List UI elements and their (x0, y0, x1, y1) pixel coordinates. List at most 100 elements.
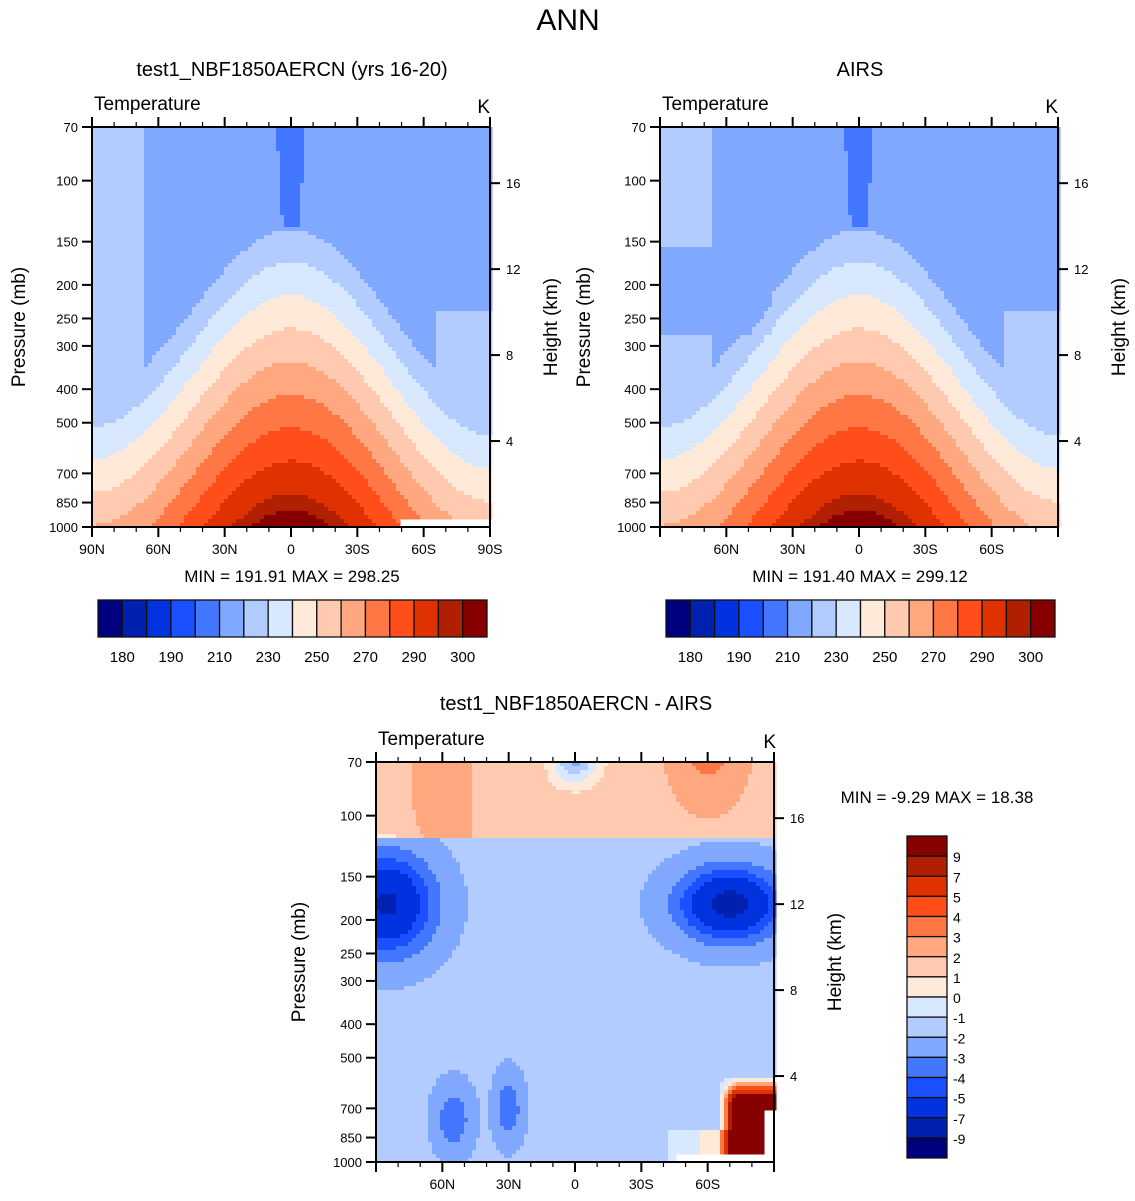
contour-cell (420, 159, 425, 164)
contour-cell (272, 195, 277, 200)
contour-cell (456, 171, 461, 176)
contour-cell (216, 295, 221, 300)
contour-cell (436, 259, 441, 264)
contour-cell (388, 231, 393, 236)
contour-cell (288, 315, 293, 320)
contour-cell (196, 295, 201, 300)
contour-cell (156, 255, 161, 260)
contour-cell (140, 231, 145, 236)
contour-cell (340, 147, 345, 152)
contour-cell (204, 171, 209, 176)
contour-cell (112, 291, 117, 296)
contour-cell (332, 167, 337, 172)
contour-cell (324, 251, 329, 256)
contour-cell (132, 131, 137, 136)
contour-cell (264, 147, 269, 152)
contour-cell (320, 303, 325, 308)
contour-cell (256, 179, 261, 184)
contour-cell (196, 319, 201, 324)
contour-cell (252, 263, 257, 268)
contour-cell (456, 247, 461, 252)
contour-cell (144, 215, 149, 220)
contour-cell (156, 159, 161, 164)
contour-cell (404, 299, 409, 304)
contour-cell (300, 203, 305, 208)
contour-cell (168, 167, 173, 172)
contour-cell (184, 239, 189, 244)
contour-cell (424, 251, 429, 256)
contour-cell (108, 223, 113, 228)
contour-cell (152, 135, 157, 140)
contour-cell (228, 219, 233, 224)
contour-cell (248, 275, 253, 280)
contour-cell (180, 255, 185, 260)
contour-cell (124, 143, 129, 148)
contour-cell (344, 267, 349, 272)
contour-cell (192, 251, 197, 256)
contour-cell (128, 263, 133, 268)
contour-cell (308, 175, 313, 180)
contour-cell (260, 219, 265, 224)
contour-cell (128, 291, 133, 296)
contour-cell (480, 271, 485, 276)
contour-cell (256, 279, 261, 284)
contour-cell (116, 155, 121, 160)
contour-cell (384, 143, 389, 148)
contour-cell (312, 291, 317, 296)
contour-cell (188, 151, 193, 156)
contour-cell (160, 187, 165, 192)
contour-cell (268, 127, 273, 132)
contour-cell (260, 211, 265, 216)
contour-cell (436, 195, 441, 200)
contour-cell (224, 131, 229, 136)
contour-cell (392, 179, 397, 184)
contour-cell (328, 179, 333, 184)
contour-cell (448, 231, 453, 236)
contour-cell (256, 227, 261, 232)
contour-cell (464, 211, 469, 216)
contour-cell (220, 163, 225, 168)
contour-cell (396, 323, 401, 328)
contour-cell (440, 303, 445, 308)
contour-cell (148, 143, 153, 148)
contour-cell (368, 235, 373, 240)
contour-cell (360, 223, 365, 228)
contour-cell (104, 271, 109, 276)
contour-cell (432, 135, 437, 140)
contour-cell (420, 155, 425, 160)
contour-cell (180, 319, 185, 324)
contour-cell (272, 287, 277, 292)
contour-cell (444, 219, 449, 224)
contour-cell (476, 271, 481, 276)
contour-cell (272, 235, 277, 240)
contour-cell (136, 135, 141, 140)
contour-cell (380, 219, 385, 224)
contour-cell (360, 291, 365, 296)
contour-cell (384, 223, 389, 228)
contour-cell (240, 171, 245, 176)
contour-cell (352, 243, 357, 248)
contour-cell (292, 227, 297, 232)
contour-cell (252, 139, 257, 144)
contour-cell (216, 163, 221, 168)
contour-cell (164, 183, 169, 188)
contour-cell (340, 211, 345, 216)
contour-cell (316, 211, 321, 216)
contour-cell (456, 143, 461, 148)
contour-cell (200, 171, 205, 176)
contour-cell (128, 271, 133, 276)
contour-cell (172, 267, 177, 272)
contour-cell (244, 287, 249, 292)
contour-cell (432, 223, 437, 228)
contour-cell (276, 195, 281, 200)
contour-cell (356, 279, 361, 284)
contour-cell (184, 143, 189, 148)
contour-cell (312, 243, 317, 248)
contour-cell (128, 179, 133, 184)
contour-cell (344, 175, 349, 180)
contour-cell (424, 219, 429, 224)
contour-cell (324, 139, 329, 144)
contour-cell (360, 191, 365, 196)
contour-cell (172, 127, 177, 132)
contour-cell (416, 183, 421, 188)
